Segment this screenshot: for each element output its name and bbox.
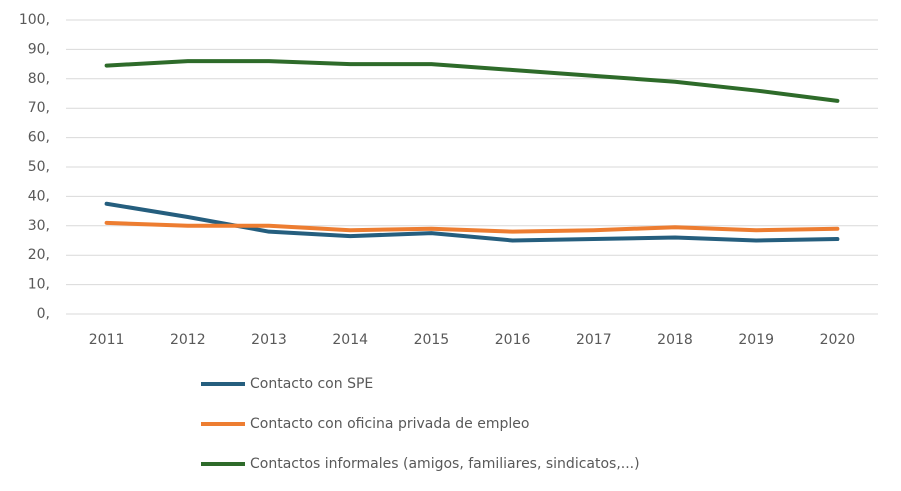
x-tick-label: 2017 [576,332,612,348]
series-line [104,59,840,103]
y-tick-label: 70, [28,100,50,116]
legend-label: Contacto con oficina privada de empleo [250,416,529,432]
y-tick-label: 0, [37,306,50,322]
legend-label: Contacto con SPE [250,376,373,392]
x-tick-label: 2018 [657,332,693,348]
x-tick-label: 2011 [89,332,125,348]
y-tick-label: 20, [28,247,50,263]
x-tick-label: 2014 [332,332,368,348]
series-line [104,220,840,234]
x-tick-label: 2016 [495,332,531,348]
y-tick-label: 30, [28,218,50,234]
x-tick-label: 2012 [170,332,206,348]
y-tick-label: 40, [28,188,50,204]
y-tick-label: 90, [28,41,50,57]
y-tick-label: 50, [28,159,50,175]
x-tick-label: 2020 [820,332,856,348]
x-tick-label: 2013 [251,332,287,348]
y-tick-label: 10, [28,277,50,293]
y-tick-label: 80, [28,71,50,87]
x-tick-label: 2015 [414,332,450,348]
x-tick-label: 2019 [738,332,774,348]
y-tick-label: 100, [19,12,50,28]
y-tick-label: 60, [28,130,50,146]
series-line [104,201,840,243]
legend-label: Contactos informales (amigos, familiares… [250,456,640,472]
